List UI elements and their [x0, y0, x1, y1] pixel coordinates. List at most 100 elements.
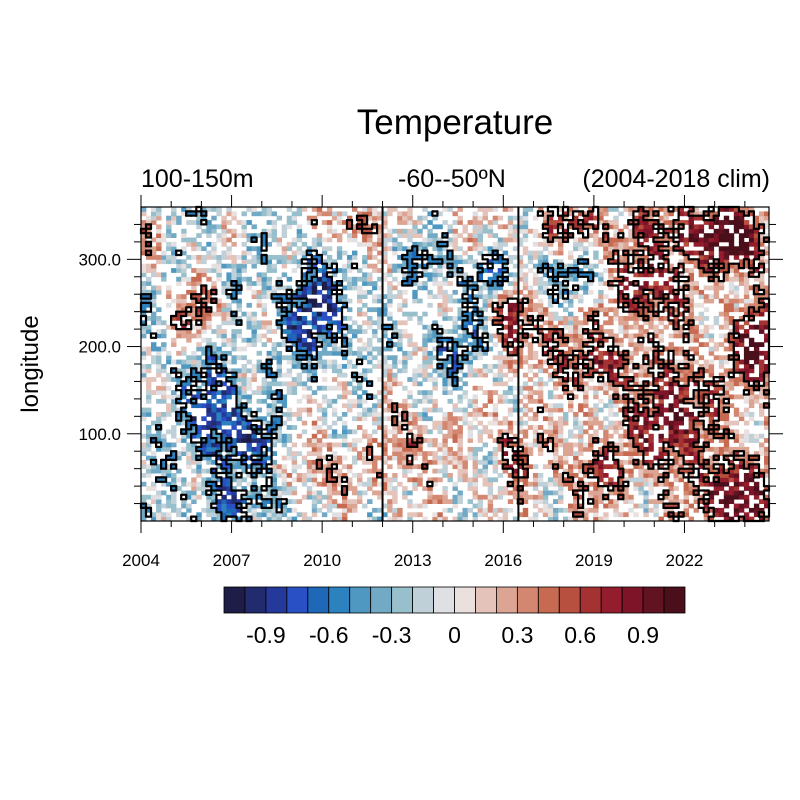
heatmap-cell: [221, 512, 227, 518]
heatmap-cell: [507, 333, 514, 339]
heatmap-cell: [507, 359, 514, 365]
heatmap-cell: [583, 285, 589, 291]
heatmap-cell: [422, 364, 428, 369]
heatmap-cell: [532, 429, 539, 435]
heatmap-cell: [608, 281, 614, 286]
heatmap-cell: [578, 446, 584, 452]
heatmap-cell: [628, 455, 634, 461]
heatmap-cell: [331, 364, 338, 369]
heatmap-cell: [251, 486, 257, 491]
heatmap-cell: [487, 346, 494, 352]
heatmap-cell: [382, 486, 388, 491]
heatmap-cell: [151, 359, 157, 365]
heatmap-cell: [432, 459, 438, 465]
heatmap-cell: [623, 298, 629, 304]
heatmap-cell: [547, 302, 554, 308]
heatmap-cell: [246, 276, 252, 282]
heatmap-cell: [472, 394, 478, 400]
heatmap-cell: [467, 372, 473, 378]
heatmap-cell: [372, 364, 378, 369]
heatmap-cell: [176, 381, 182, 387]
heatmap-cell: [568, 324, 574, 330]
heatmap-cell: [618, 420, 624, 426]
heatmap-cell: [246, 420, 252, 426]
heatmap-cell: [432, 420, 438, 426]
heatmap-cell: [457, 342, 463, 347]
heatmap-cell: [678, 233, 684, 238]
heatmap-cell: [256, 442, 262, 448]
heatmap-cell: [191, 298, 197, 304]
heatmap-cell: [221, 494, 227, 500]
heatmap-cell: [326, 281, 333, 286]
heatmap-cell: [668, 237, 674, 243]
heatmap-cell: [367, 324, 373, 330]
heatmap-cell: [578, 220, 584, 225]
heatmap-cell: [537, 307, 544, 313]
heatmap-cell: [633, 241, 639, 247]
heatmap-cell: [251, 246, 257, 252]
heatmap-cell: [271, 372, 277, 378]
heatmap-cell: [412, 241, 418, 247]
heatmap-cell: [226, 246, 232, 252]
heatmap-cell: [276, 281, 282, 286]
heatmap-cell: [663, 346, 669, 352]
heatmap-cell: [648, 302, 654, 308]
heatmap-cell: [276, 390, 282, 395]
heatmap-cell: [693, 302, 699, 308]
heatmap-cell: [643, 507, 649, 513]
heatmap-cell: [146, 446, 152, 452]
heatmap-cell: [301, 368, 308, 374]
heatmap-cell: [211, 507, 217, 513]
heatmap-cell: [668, 507, 674, 513]
heatmap-cell: [181, 451, 187, 456]
heatmap-cell: [417, 263, 423, 269]
heatmap-cell: [331, 307, 338, 313]
heatmap-cell: [447, 337, 453, 343]
heatmap-cell: [427, 255, 433, 260]
heatmap-cell: [231, 494, 237, 500]
heatmap-cell: [568, 433, 574, 439]
heatmap-cell: [512, 302, 519, 308]
heatmap-cell: [251, 481, 257, 487]
heatmap-cell: [397, 346, 403, 352]
heatmap-cell: [663, 459, 669, 465]
heatmap-cell: [477, 429, 483, 435]
heatmap-cell: [547, 507, 554, 513]
heatmap-cell: [477, 499, 483, 504]
heatmap-cell: [522, 276, 529, 282]
heatmap-cell: [553, 446, 559, 452]
heatmap-cell: [407, 468, 413, 474]
heatmap-cell: [507, 289, 514, 295]
heatmap-cell: [693, 224, 699, 230]
heatmap-cell: [196, 281, 202, 286]
heatmap-cell: [663, 494, 669, 500]
heatmap-cell: [161, 320, 167, 326]
heatmap-cell: [442, 276, 448, 282]
heatmap-cell: [141, 507, 147, 513]
heatmap-cell: [231, 381, 237, 387]
heatmap-cell: [397, 420, 403, 426]
heatmap-cell: [271, 346, 277, 352]
heatmap-cell: [517, 407, 524, 413]
heatmap-cell: [367, 211, 373, 217]
heatmap-cell: [216, 416, 222, 422]
heatmap-cell: [347, 499, 353, 504]
heatmap-cell: [412, 289, 418, 295]
heatmap-cell: [638, 324, 644, 330]
heatmap-cell: [568, 272, 574, 278]
heatmap-cell: [211, 442, 217, 448]
heatmap-cell: [256, 333, 262, 339]
heatmap-cell: [688, 364, 694, 369]
heatmap-cell: [457, 516, 463, 522]
heatmap-cell: [286, 407, 293, 413]
heatmap-cell: [477, 503, 483, 509]
heatmap-cell: [693, 438, 699, 443]
heatmap-cell: [613, 228, 619, 234]
heatmap-cell: [613, 385, 619, 391]
heatmap-cell: [693, 425, 699, 430]
heatmap-cell: [226, 455, 232, 461]
heatmap-cell: [693, 451, 699, 456]
heatmap-cell: [447, 377, 453, 382]
heatmap-cell: [542, 272, 549, 278]
heatmap-cell: [191, 324, 197, 330]
